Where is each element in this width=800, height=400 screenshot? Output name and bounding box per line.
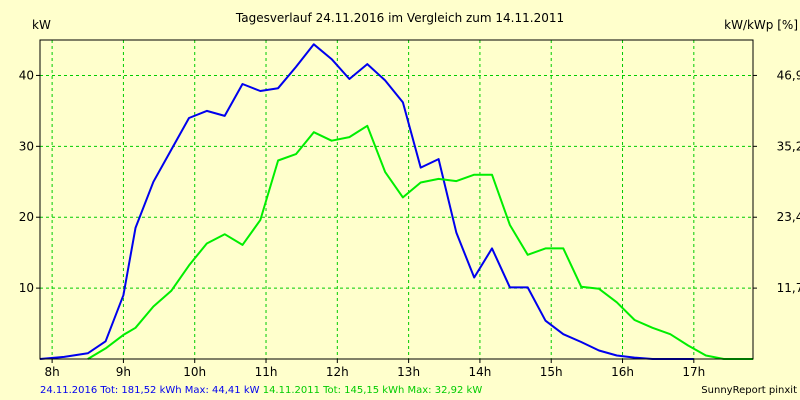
y-right-tick-label: 23,4 bbox=[777, 210, 800, 224]
y-axis-left-label: kW bbox=[32, 18, 51, 32]
grid bbox=[40, 40, 753, 359]
x-tick-label: 13h bbox=[397, 365, 420, 379]
series-layer bbox=[39, 43, 753, 360]
plot-frame bbox=[39, 39, 754, 360]
x-tick-label: 12h bbox=[326, 365, 349, 379]
footer-brand: SunnyReport pinxit bbox=[701, 385, 797, 396]
y-axis-left-ticks: 10 20 30 40 bbox=[19, 68, 40, 295]
y-right-tick-label: 11,7 bbox=[777, 281, 800, 295]
x-tick-label: 15h bbox=[540, 365, 563, 379]
legend-entry-2016: 24.11.2016 Tot: 181,52 kWh Max: 44,41 kW bbox=[40, 385, 260, 396]
x-tick-label: 9h bbox=[116, 365, 131, 379]
y-left-tick-label: 10 bbox=[19, 281, 34, 295]
x-tick-label: 10h bbox=[183, 365, 206, 379]
chart-title: Tagesverlauf 24.11.2016 im Vergleich zum… bbox=[235, 11, 564, 25]
y-left-tick-label: 30 bbox=[19, 139, 34, 153]
legend-line: 24.11.2016 Tot: 181,52 kWh Max: 44,41 kW… bbox=[40, 385, 482, 396]
y-right-tick-label: 35,2 bbox=[777, 139, 800, 153]
legend-entry-2011: 14.11.2011 Tot: 145,15 kWh Max: 32,92 kW bbox=[263, 385, 483, 396]
series-line-2011 bbox=[87, 124, 753, 360]
y-left-tick-label: 20 bbox=[19, 210, 34, 224]
x-axis-ticks: 8h 9h 10h 11h 12h 13h 14h 15h 16h 17h bbox=[44, 359, 705, 379]
y-right-tick-label: 46,9 bbox=[777, 68, 800, 82]
y-left-tick-label: 40 bbox=[19, 68, 34, 82]
y-axis-right-label: kW/kWp [%] bbox=[724, 18, 798, 32]
x-tick-label: 16h bbox=[611, 365, 634, 379]
x-tick-label: 8h bbox=[44, 365, 59, 379]
y-axis-right-ticks: 11,7 23,4 35,2 46,9 bbox=[753, 68, 800, 295]
series-line-2016 bbox=[39, 43, 694, 360]
x-tick-label: 17h bbox=[682, 365, 705, 379]
x-tick-label: 14h bbox=[468, 365, 491, 379]
x-tick-label: 11h bbox=[255, 365, 278, 379]
